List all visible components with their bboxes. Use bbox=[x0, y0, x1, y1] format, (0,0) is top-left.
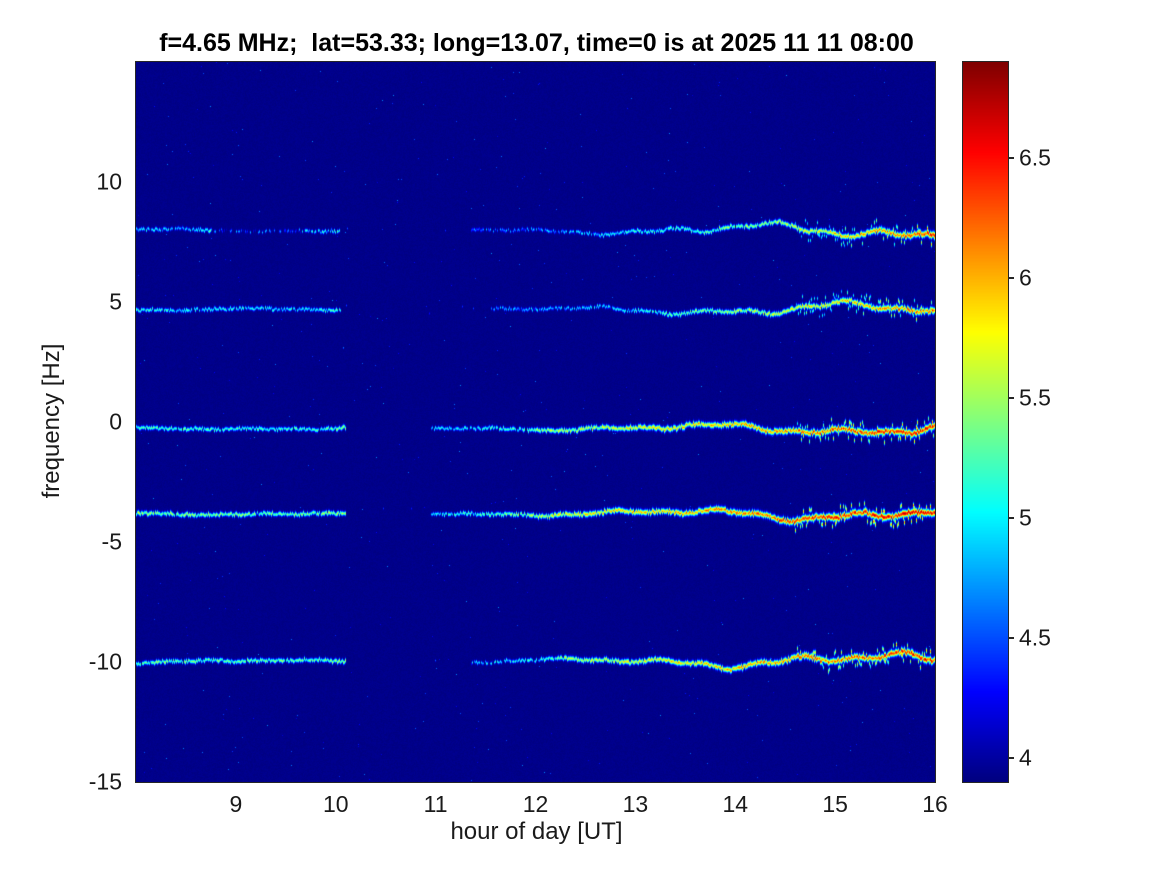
colorbar-frame bbox=[962, 61, 1009, 783]
plot-area-frame bbox=[135, 61, 936, 783]
chart-title: f=4.65 MHz; lat=53.33; long=13.07, time=… bbox=[159, 29, 914, 57]
colorbar-gradient bbox=[963, 62, 1008, 782]
x-tick-label: 13 bbox=[622, 791, 649, 817]
y-tick-label: 0 bbox=[109, 408, 122, 435]
x-tick-label: 16 bbox=[922, 791, 948, 817]
x-tick-label: 10 bbox=[322, 791, 349, 817]
colorbar-tick-label: 6.5 bbox=[1019, 144, 1051, 171]
colorbar-tick-label: 4 bbox=[1019, 744, 1032, 771]
colorbar-tick-label: 6 bbox=[1019, 264, 1032, 291]
x-tick-label: 14 bbox=[722, 791, 749, 817]
x-tick-label: 9 bbox=[229, 791, 243, 817]
colorbar-tick-label: 5 bbox=[1019, 504, 1032, 531]
x-tick-label: 12 bbox=[522, 791, 549, 817]
colorbar-tick-label: 4.5 bbox=[1019, 624, 1051, 651]
y-tick-label: -10 bbox=[88, 648, 122, 675]
x-tick-label: 15 bbox=[822, 791, 848, 817]
colorbar-tick-label: 5.5 bbox=[1019, 384, 1051, 411]
spectrogram-heatmap bbox=[136, 62, 935, 782]
colorbar-tick-mark bbox=[1008, 157, 1014, 159]
colorbar-tick-mark bbox=[1008, 757, 1014, 759]
colorbar-tick-mark bbox=[1008, 517, 1014, 519]
y-tick-label: 5 bbox=[109, 288, 122, 315]
x-axis-label: hour of day [UT] bbox=[450, 818, 623, 845]
colorbar-tick-mark bbox=[1008, 397, 1014, 399]
y-tick-label: 10 bbox=[96, 168, 122, 195]
y-tick-label: -15 bbox=[88, 768, 122, 795]
colorbar-tick-mark bbox=[1008, 637, 1014, 639]
y-tick-label: -5 bbox=[101, 528, 122, 555]
x-tick-label: 11 bbox=[423, 791, 448, 817]
colorbar-tick-mark bbox=[1008, 277, 1014, 279]
